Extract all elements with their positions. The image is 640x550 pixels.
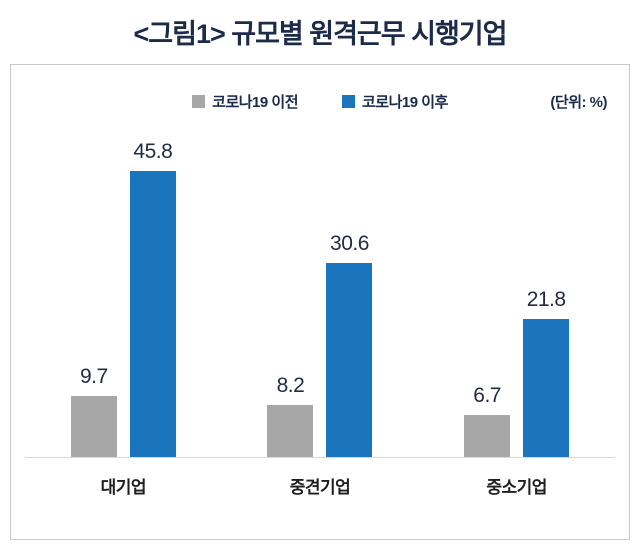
chart-container: 코로나19 이전 코로나19 이후 (단위: %) 9.7 45.8 8.2 30.6…	[10, 64, 630, 540]
category-axis: 대기업 중견기업 중소기업	[25, 458, 615, 498]
bar-before	[267, 405, 314, 457]
bar-value-label: 9.7	[79, 364, 108, 388]
bar-before	[70, 395, 117, 457]
bar-before	[464, 414, 511, 457]
legend-swatch-after-icon	[342, 95, 355, 108]
bar-column: 30.6	[326, 140, 373, 457]
category-label: 중소기업	[486, 478, 547, 497]
legend-item-before: 코로나19 이전	[192, 91, 298, 112]
unit-label: (단위: %)	[550, 94, 607, 111]
bar-after	[326, 263, 373, 457]
bar-group: 6.7 21.8	[464, 140, 570, 457]
bar-value-label: 8.2	[276, 374, 305, 398]
legend-label-after: 코로나19 이후	[362, 94, 448, 111]
bar-after	[523, 318, 570, 457]
bar-column: 21.8	[523, 140, 570, 457]
legend-label-before: 코로나19 이전	[212, 94, 298, 111]
chart-title: <그림1> 규모별 원격근무 시행기업	[133, 19, 508, 49]
bar-column: 45.8	[129, 140, 176, 457]
bar-value-label: 45.8	[133, 140, 173, 163]
bar-value-label: 6.7	[473, 383, 501, 407]
bar-value-label: 30.6	[330, 232, 369, 255]
bar-column: 9.7	[70, 140, 117, 457]
bar-column: 8.2	[267, 140, 314, 457]
bar-after	[129, 171, 176, 457]
plot-area: 9.7 45.8 8.2 30.6 6.7 21.8	[25, 140, 615, 458]
legend-item-after: 코로나19 이후	[342, 91, 448, 112]
bar-group: 8.2 30.6	[267, 140, 373, 457]
bar-column: 6.7	[464, 140, 511, 457]
bar-group: 9.7 45.8	[70, 140, 176, 457]
legend-swatch-before-icon	[192, 95, 206, 108]
bar-value-label: 21.8	[526, 287, 566, 311]
category-label: 중견기업	[289, 478, 351, 497]
legend: 코로나19 이전 코로나19 이후 (단위: %)	[11, 91, 629, 112]
category-label: 대기업	[100, 478, 147, 497]
